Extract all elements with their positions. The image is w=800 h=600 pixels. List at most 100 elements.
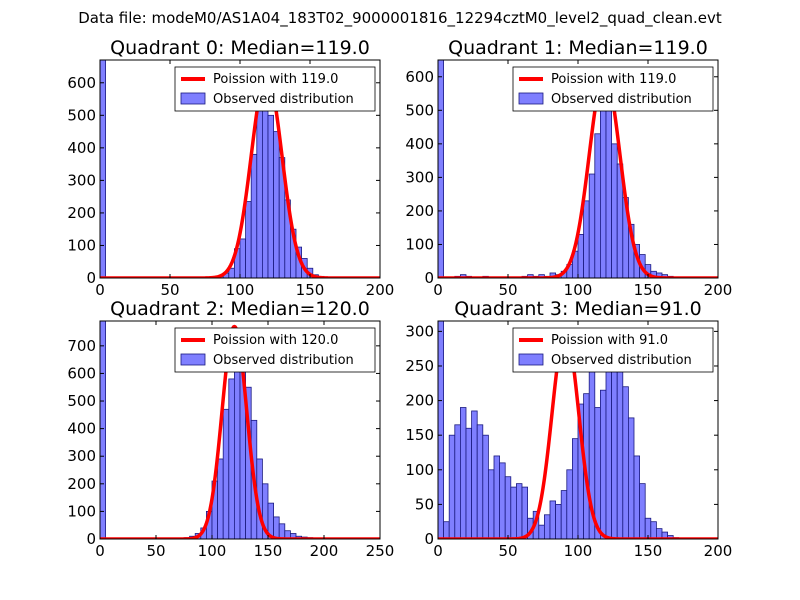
y-tick-label: 400 (405, 135, 434, 153)
histogram-bar (476, 424, 484, 539)
legend-label-poisson: Poission with 91.0 (551, 333, 668, 348)
subplot-quadrant-0: Quadrant 0: Median=119.0 0 50 100 150 200 0 100… (67, 37, 394, 299)
y-tick-label: 600 (67, 74, 96, 92)
histogram-bars (438, 60, 691, 278)
y-tick-label: 300 (67, 171, 96, 189)
chart-title: Quadrant 2: Median=120.0 (110, 298, 370, 320)
x-tick-label: 200 (704, 542, 733, 560)
histogram-bar (521, 486, 528, 539)
histogram-bar (250, 153, 258, 278)
x-tick-label: 50 (160, 281, 179, 299)
x-tick-label: 200 (310, 542, 339, 560)
legend: Poission with 120.0 Observed distribution (174, 327, 376, 373)
histogram-bar (611, 143, 618, 278)
histogram-bar (239, 238, 246, 278)
axes-frame (99, 320, 381, 540)
x-tick-label: 100 (198, 542, 227, 560)
histogram-bar (633, 455, 640, 539)
x-tick-label: 200 (704, 281, 733, 299)
legend-box (174, 66, 376, 112)
y-tick-label: 400 (67, 420, 96, 438)
y-tick-label: 300 (67, 447, 96, 465)
y-tick-label: 500 (67, 106, 96, 124)
chart-title: Quadrant 0: Median=119.0 (110, 37, 370, 59)
legend-label-poisson: Poission with 119.0 (213, 72, 338, 87)
y-tick-label: 150 (405, 426, 434, 444)
histogram-bar (639, 483, 646, 539)
legend-box (174, 327, 376, 373)
histogram-bar (471, 410, 478, 539)
histogram-bar (482, 434, 489, 539)
histogram-bar (100, 60, 106, 278)
histogram-bar (273, 516, 280, 539)
y-tick-label: 500 (67, 392, 96, 410)
x-tick-label: 100 (564, 281, 593, 299)
legend: Poission with 91.0 Observed distribution (512, 327, 714, 373)
legend-box (512, 327, 714, 373)
histogram-bar (583, 200, 590, 278)
histogram-bar (572, 438, 579, 539)
y-tick-label: 0 (424, 530, 434, 548)
subplot-quadrant-3: Quadrant 3: Median=91.0 0 50 100 150 200 0 50 10… (405, 298, 732, 560)
histogram-bar (622, 386, 629, 539)
legend: Poission with 119.0 Observed distribution (512, 66, 714, 112)
x-tick-label: 150 (634, 281, 663, 299)
x-tick-label: 150 (634, 542, 663, 560)
y-tick-label: 700 (67, 337, 96, 355)
histogram-bar (549, 500, 556, 539)
histogram-bar (605, 109, 612, 278)
poisson-curve (438, 329, 718, 539)
histogram-bar (594, 133, 601, 278)
histogram-bar (588, 173, 596, 278)
histogram-bar (605, 355, 612, 539)
histogram-bar (577, 233, 584, 278)
y-tick-label: 300 (405, 168, 434, 186)
histogram-bar (454, 424, 461, 539)
y-tick-label: 100 (67, 502, 96, 520)
histogram-bar (448, 434, 456, 539)
y-tick-label: 300 (405, 322, 434, 340)
legend-bar-swatch (518, 353, 544, 366)
histogram-bar (100, 321, 106, 539)
y-tick-label: 100 (67, 236, 96, 254)
legend: Poission with 119.0 Observed distribution (174, 66, 376, 112)
chart-title: Quadrant 1: Median=119.0 (448, 37, 708, 59)
x-tick-label: 50 (498, 281, 517, 299)
y-tick-label: 400 (67, 139, 96, 157)
legend-label-observed: Observed distribution (551, 353, 692, 368)
histogram-bars (100, 60, 358, 278)
subplot-quadrant-2: Quadrant 2: Median=120.0 0 50 100 150 200 250 0… (67, 298, 394, 560)
x-tick-label: 0 (95, 281, 105, 299)
histogram-bar (566, 469, 573, 539)
y-tick-label: 0 (424, 269, 434, 287)
legend-label-poisson: Poission with 119.0 (551, 72, 676, 87)
y-tick-label: 600 (67, 364, 96, 382)
legend-label-observed: Observed distribution (213, 92, 354, 107)
y-tick-label: 0 (86, 269, 96, 287)
histogram-bar (443, 521, 450, 539)
x-tick-label: 150 (296, 281, 325, 299)
histogram-bar (510, 486, 517, 539)
x-tick-label: 150 (254, 542, 283, 560)
x-tick-label: 0 (95, 542, 105, 560)
x-tick-label: 100 (564, 542, 593, 560)
x-tick-label: 250 (366, 542, 395, 560)
histogram-bar (278, 523, 286, 539)
y-tick-label: 200 (67, 204, 96, 222)
y-tick-label: 100 (405, 461, 434, 479)
chart-title: Quadrant 3: Median=91.0 (454, 298, 702, 320)
legend-bar-swatch (518, 92, 544, 105)
x-tick-label: 200 (366, 281, 395, 299)
y-tick-label: 0 (86, 530, 96, 548)
histogram-bar (487, 469, 495, 539)
x-tick-label: 100 (226, 281, 255, 299)
histogram-bar (650, 521, 657, 539)
histogram-bar (217, 458, 224, 539)
histogram-bar (267, 114, 274, 278)
y-tick-label: 250 (405, 357, 434, 375)
y-tick-label: 200 (405, 202, 434, 220)
subplots: Quadrant 0: Median=119.0 0 50 100 150 200 0 100… (67, 37, 732, 560)
legend-label-observed: Observed distribution (551, 92, 692, 107)
histogram-bar (499, 462, 506, 539)
